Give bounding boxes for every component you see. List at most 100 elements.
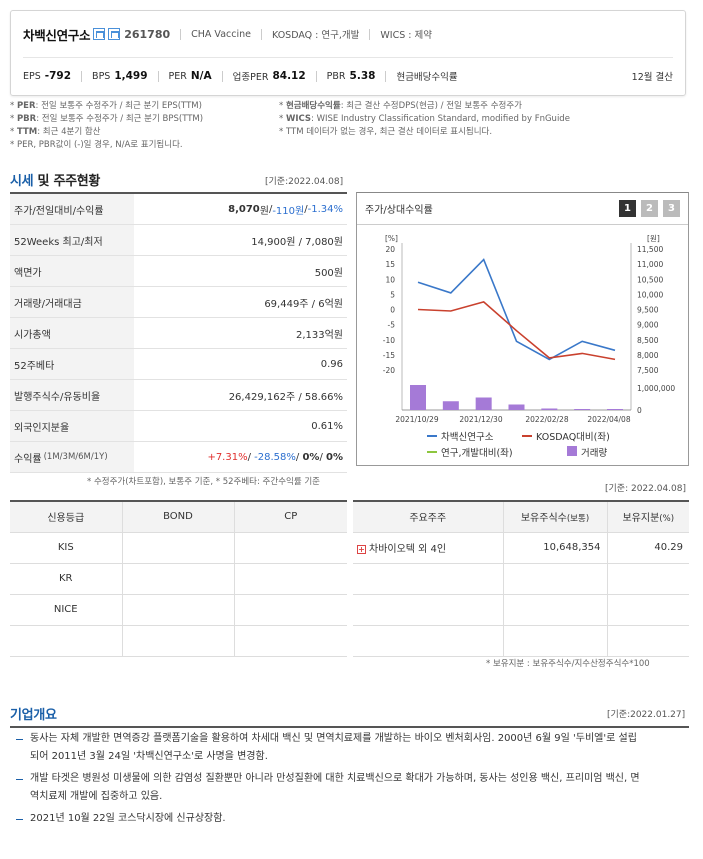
divider	[221, 70, 223, 82]
column-header: 보유지분(%)	[606, 500, 689, 533]
empty-cell	[353, 624, 504, 657]
row-label: 시가총액	[10, 318, 134, 348]
row-value: 500원	[314, 267, 343, 279]
left-tick-label: 15	[385, 260, 395, 269]
empty-cell	[606, 593, 689, 626]
agency-name: KIS	[10, 531, 123, 564]
header-divider	[23, 57, 673, 58]
empty-cell	[502, 593, 608, 626]
bond-cell	[121, 531, 235, 564]
chart-panel: 주가/상대수익률 1 2 3 [%] [원] 20 15 10 5 0 -5 -10 -15 -20…	[356, 192, 689, 466]
x-tick-label: 2021/12/30	[459, 415, 502, 424]
row-value: 14,900원 / 7,080원	[251, 236, 343, 248]
row-label: 외국인지분율	[10, 411, 134, 441]
divider	[260, 28, 262, 40]
chart-tab-2[interactable]: 2	[641, 200, 658, 217]
pbr-value: 5.38	[349, 70, 376, 82]
agency-name: KR	[10, 562, 123, 595]
divider	[315, 70, 317, 82]
note-line: * WICS: WISE Industry Classification Sta…	[279, 114, 570, 124]
row-value: 0.61%	[311, 420, 343, 432]
table-row: KR	[10, 562, 347, 595]
row-label: 52Weeks 최고/최저	[10, 225, 134, 255]
table-row	[353, 624, 689, 657]
table-row: 외국인지분율 0.61%	[10, 411, 347, 442]
left-tick-label: 10	[385, 275, 395, 284]
row-label: 발행주식수/유동비율	[10, 380, 134, 410]
empty-cell	[502, 624, 608, 657]
row-value: 26,429,162주 / 58.66%	[228, 391, 343, 403]
agency-name: NICE	[10, 593, 123, 626]
table-row: 발행주식수/유동비율 26,429,162주 / 58.66%	[10, 380, 347, 411]
company-code: 261780	[124, 27, 171, 41]
overview-divider	[10, 726, 689, 728]
market-table: 주가/전일대비/수익률 8,070 원 / -110원 / -1.34% 52We…	[10, 192, 347, 473]
table-row: KIS	[10, 531, 347, 564]
notes-left: * PER: 전일 보통주 수정주가 / 최근 분기 EPS(TTM) * PB…	[10, 100, 203, 152]
market-footnote: * 수정주가(차트포함), 보통주 기준, * 52주베타: 주간수익률 기준	[87, 477, 320, 487]
settlement-month: 12월 결산	[631, 72, 673, 83]
volume-bar	[607, 409, 623, 410]
empty-cell	[606, 562, 689, 595]
wics-category: WICS : 제약	[380, 30, 432, 41]
volume-bar	[475, 397, 492, 410]
overview-title: 기업개요	[10, 708, 57, 723]
table-row: 거래량/거래대금 69,449주 / 6억원	[10, 287, 347, 318]
column-header: 주요주주	[353, 500, 504, 533]
overview-item: 동사는 자체 개발한 면역증강 플랫폼기술을 활용하여 차세대 백신 및 면역치…	[10, 730, 689, 766]
volume-bar	[442, 401, 459, 410]
home-icon[interactable]	[93, 28, 106, 40]
left-tick-label: -5	[388, 321, 396, 330]
left-tick-label: 20	[385, 245, 395, 254]
bps-value: 1,499	[114, 70, 148, 82]
bond-cell	[121, 562, 235, 595]
right-tick-label: 8,500	[637, 336, 659, 345]
left-tick-label: 5	[390, 290, 395, 299]
row-label: 거래량/거래대금	[10, 287, 134, 317]
overview-list: 동사는 자체 개발한 면역증강 플랫폼기술을 활용하여 차세대 백신 및 면역치…	[10, 730, 689, 828]
market-basis-date: [기준:2022.04.08]	[265, 177, 344, 187]
chart-tab-1[interactable]: 1	[619, 200, 636, 217]
cp-cell	[233, 624, 347, 657]
series-line	[417, 258, 616, 361]
divider	[157, 70, 159, 82]
table-row: 수익률 (1M/3M/6M/1Y) +7.31% / -28.58%/ 0%/ 0%	[10, 442, 347, 473]
note-line: * PER, PBR값이 (-)일 경우, N/A로 표기됩니다.	[10, 140, 183, 150]
ir-icon[interactable]	[108, 28, 121, 40]
sector-per-label: 업종PER	[232, 72, 269, 83]
note-line: * 현금배당수익률: 최근 결산 수정DPS(현금) / 전일 보통주 수정주가	[279, 101, 522, 111]
shareholder-name[interactable]: + 차바이오텍 외 4인	[353, 531, 504, 564]
dividend-yield-label: 현금배당수익률	[396, 72, 458, 83]
cp-cell	[233, 531, 347, 564]
table-row: NICE	[10, 593, 347, 626]
chart-tab-3[interactable]: 3	[663, 200, 680, 217]
shareholder-table: 주요주주 보유주식수(보통) 보유지분(%) + 차바이오텍 외 4인 10,64…	[353, 500, 689, 657]
right-tick-label: 11,500	[637, 245, 663, 254]
right-tick-label: 9,500	[637, 306, 659, 315]
expand-icon[interactable]: +	[357, 544, 366, 554]
overview-basis-date: [기준:2022.01.27]	[607, 710, 686, 720]
metrics-row: EPS -792 BPS 1,499 PER N/A 업종PER 84.12 PBR 5.…	[23, 69, 673, 83]
table-row	[10, 624, 347, 657]
note-line: * PER: 전일 보통주 수정주가 / 최근 분기 EPS(TTM)	[10, 101, 202, 111]
volume-tick-label: 1,000,000	[637, 384, 675, 393]
empty-cell	[353, 593, 504, 626]
eps-label: EPS	[23, 70, 41, 82]
eps-value: -792	[44, 70, 72, 82]
table-row: 액면가 500원	[10, 256, 347, 287]
price-chart: [%] [원] 20 15 10 5 0 -5 -10 -15 -20 11,500 11,000 10,…	[383, 234, 676, 459]
company-header: 차백신연구소 261780 CHA Vaccine KOSDAQ : 연구,개발…	[10, 10, 686, 96]
row-value: 0.96	[320, 358, 343, 370]
shareholder-basis-date: [기준: 2022.04.08]	[605, 484, 687, 494]
table-row	[353, 593, 689, 626]
shares-cell: 10,648,354	[502, 531, 608, 564]
divider	[81, 70, 83, 82]
table-header-row: 신용등급 BOND CP	[10, 500, 347, 533]
table-header-row: 주요주주 보유주식수(보통) 보유지분(%)	[353, 500, 689, 533]
shareholder-footnote: * 보유지분 : 보유주식수/지수산정주식수*100	[486, 659, 650, 669]
agency-name	[10, 624, 123, 657]
row-value: 69,449주 / 6억원	[264, 298, 343, 310]
price-value: 8,070 원 / -110원 / -1.34%	[228, 203, 343, 217]
table-row: 주가/전일대비/수익률 8,070 원 / -110원 / -1.34%	[10, 194, 347, 225]
row-label: 52주베타	[10, 349, 134, 379]
